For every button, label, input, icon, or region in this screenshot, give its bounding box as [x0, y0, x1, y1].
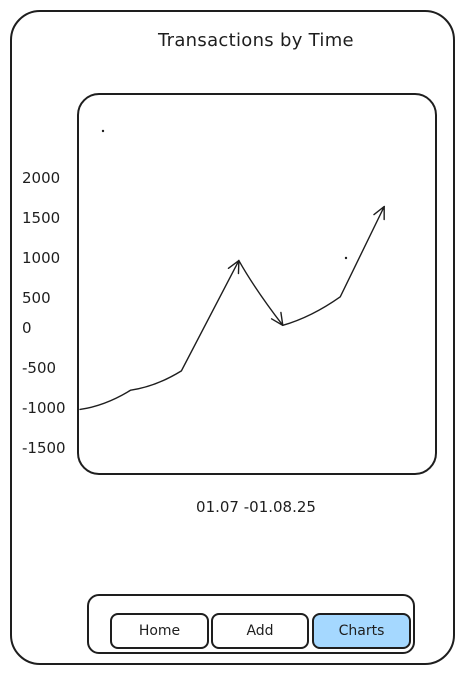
y-tick-label: -1500 — [22, 439, 66, 457]
nav-add-button[interactable]: Add — [211, 613, 309, 649]
y-tick-label: 2000 — [22, 169, 61, 187]
date-range-label: 01.07 -01.08.25 — [196, 498, 316, 516]
page-title: Transactions by Time — [158, 30, 354, 51]
bottom-nav: Home Add Charts — [87, 594, 415, 654]
y-tick-label: 1500 — [22, 209, 61, 227]
nav-charts-button[interactable]: Charts — [312, 613, 411, 649]
phone-frame — [10, 10, 455, 665]
y-tick-label: 0 — [22, 319, 32, 337]
y-tick-label: -500 — [22, 359, 57, 377]
y-tick-label: 500 — [22, 289, 51, 307]
nav-home-button[interactable]: Home — [110, 613, 209, 649]
y-tick-label: 1000 — [22, 249, 61, 267]
y-tick-label: -1000 — [22, 399, 66, 417]
chart-frame — [77, 93, 437, 475]
